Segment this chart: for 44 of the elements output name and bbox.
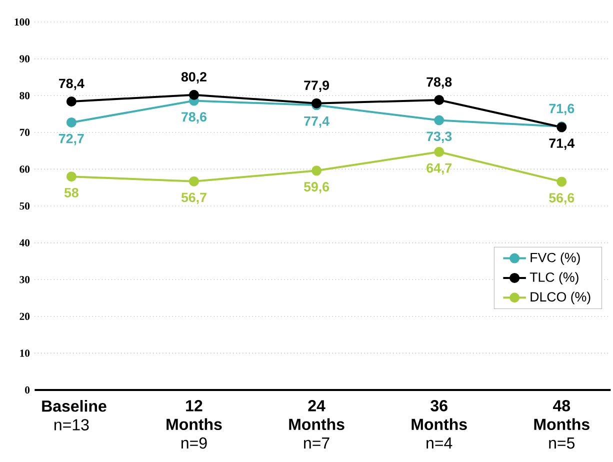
y-tick-label: 100 (14, 18, 30, 26)
y-tick-label: 70 (20, 128, 30, 136)
point (188, 176, 199, 186)
y-tick-label: 30 (20, 276, 30, 284)
data-label: 71,4 (549, 138, 575, 150)
point (556, 176, 567, 187)
data-label: 64,7 (426, 163, 452, 175)
data-label: 59,6 (304, 182, 330, 194)
point (188, 90, 199, 100)
point (66, 172, 76, 182)
y-tick-label: 80 (20, 92, 30, 100)
data-label: 56,7 (181, 192, 206, 204)
y-tick-label: 50 (20, 202, 30, 210)
data-label: 73,3 (426, 132, 452, 144)
legend-label: TLC (%) (530, 272, 578, 285)
data-label: 78,4 (59, 78, 84, 90)
y-tick-label: 20 (20, 312, 30, 320)
data-label: 77,9 (304, 80, 330, 92)
legend-label: DLCO (%) (530, 292, 590, 304)
x-tick-label: Baseline n=13 (42, 400, 106, 430)
point (66, 96, 76, 106)
point (434, 146, 444, 157)
data-label: 56,6 (549, 193, 574, 204)
data-label: 80,2 (181, 72, 206, 84)
data-label: 77,4 (304, 116, 330, 128)
x-tick-label: 12 Months n=9 (166, 400, 222, 449)
data-label: 72,7 (59, 134, 84, 146)
legend-label: FVC (%) (530, 252, 580, 265)
point (434, 95, 444, 106)
data-label: 78,8 (426, 77, 452, 89)
data-label: 78,6 (182, 112, 206, 124)
data-label: 71,6 (549, 104, 574, 116)
x-tick-label: 36 Months n=4 (412, 400, 467, 449)
y-tick-label: 0 (25, 386, 30, 394)
y-tick-label: 40 (19, 239, 30, 246)
x-tick-label: 48 Months n=5 (534, 400, 590, 449)
data-label: 58 (64, 188, 78, 198)
y-tick-label: 60 (20, 166, 30, 173)
x-tick-label: 24 Months n=7 (289, 400, 344, 449)
point (434, 115, 444, 126)
y-tick-label: 90 (20, 55, 30, 62)
point (312, 166, 322, 176)
point (66, 117, 76, 128)
y-tick-label: 10 (20, 350, 30, 357)
